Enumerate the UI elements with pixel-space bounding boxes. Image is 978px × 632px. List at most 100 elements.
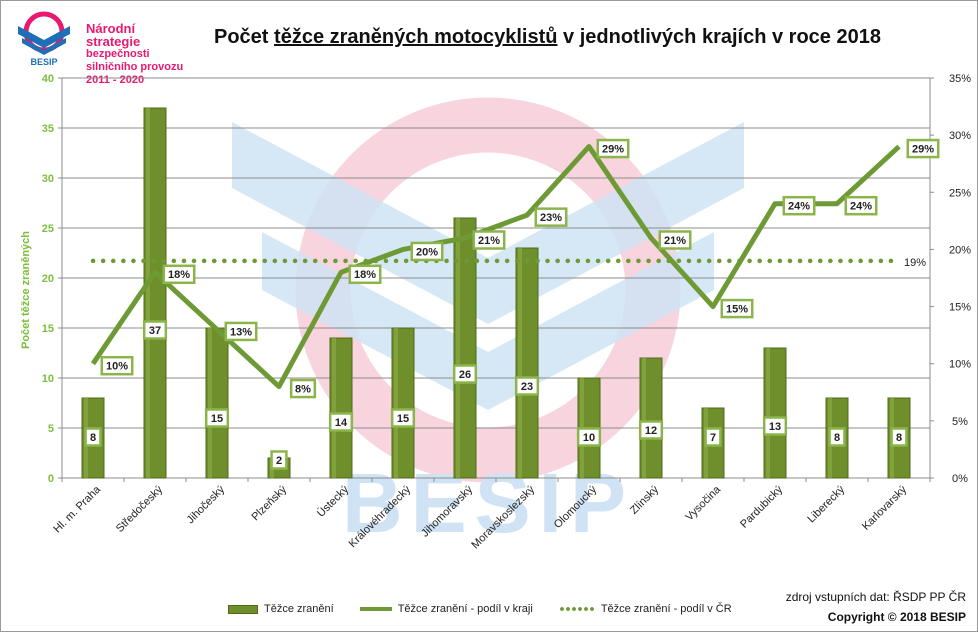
share-value-label-box <box>472 230 506 250</box>
bar-value-label-box <box>638 420 664 440</box>
y2-tick-label: 20% <box>949 244 971 256</box>
share-value-label-box <box>844 195 878 216</box>
legend: Těžce zranění Těžce zranění - podíl v kr… <box>228 603 732 615</box>
bar-highlight <box>456 218 460 478</box>
share-value-label-box <box>162 264 196 285</box>
bar-value-label: 12 <box>645 425 657 437</box>
bar-value-label-box <box>828 427 846 447</box>
bar-highlight <box>208 328 212 478</box>
legend-line-swatch <box>359 607 392 611</box>
logo-line3: silničního provozu <box>86 61 184 73</box>
y-tick-label: 25 <box>42 223 54 235</box>
copyright: Copyright © 2018 BESIP <box>827 610 966 624</box>
share-value-label: 13% <box>230 326 252 338</box>
bar-value-label-box <box>704 427 722 447</box>
share-value-label-box <box>100 355 134 376</box>
title-before: Počet <box>214 26 275 48</box>
x-tick-label: Liberecký <box>805 483 847 525</box>
logo-line4: 2011 - 2020 <box>86 74 145 86</box>
share-value-label: 15% <box>726 304 748 316</box>
x-tick-label: Hl. m. Praha <box>51 483 103 535</box>
bar-value-label-box <box>452 364 478 384</box>
logo-text: Národní strategie bezpečnosti silničního… <box>86 22 184 87</box>
watermark: BESIP <box>232 97 744 550</box>
bar-value-label-box <box>204 408 230 428</box>
y2-tick-label: 15% <box>949 302 971 314</box>
share-value-label: 24% <box>788 201 810 213</box>
data-labels: 8 37 15 2 14 15 26 23 10 12 7 13 8 8 10% 18% 13% 8% 18% 20%… <box>84 138 940 470</box>
share-value-label: 21% <box>664 235 686 247</box>
besip-logo: BESIP Národní strategie bezpečnosti siln… <box>14 10 184 86</box>
bar-value-label: 8 <box>834 432 840 444</box>
share-value-label-box <box>224 321 258 342</box>
legend-bar-swatch <box>228 604 258 614</box>
chart-title: Počet těžce zraněných motocyklistů v jed… <box>214 26 881 49</box>
y2-tick-label: 5% <box>952 416 968 428</box>
bar-value-label-box <box>84 427 102 447</box>
share-value-label-box <box>410 241 444 262</box>
bar-value-label: 15 <box>397 413 409 425</box>
besip-logo-icon: BESIP <box>18 11 70 67</box>
bar-highlight <box>394 328 398 478</box>
x-tick-label: Vysočina <box>683 483 723 523</box>
bar-highlight <box>642 358 646 478</box>
share-value-label-box <box>906 138 940 159</box>
bar-highlight <box>146 108 150 478</box>
bar-value-label: 14 <box>335 417 348 429</box>
y2-tick-label: 35% <box>949 73 971 85</box>
y-tick-label: 20 <box>42 273 54 285</box>
bar-value-label-box <box>514 376 540 396</box>
bar-value-label-box <box>390 408 416 428</box>
x-tick-label: Karlovarský <box>860 483 909 532</box>
bar-value-label: 26 <box>459 369 471 381</box>
bar-value-label-box <box>142 320 168 340</box>
logo-line2: bezpečnosti <box>86 48 150 60</box>
legend-dots-label: Těžce zranění - podíl v ČR <box>600 603 732 615</box>
y-tick-label: 30 <box>42 173 54 185</box>
share-value-label-box <box>596 138 630 159</box>
share-value-label-box <box>720 298 754 319</box>
y-tick-label: 5 <box>48 423 54 435</box>
y-tick-label: 40 <box>42 73 54 85</box>
legend-dots-swatch <box>558 607 595 611</box>
legend-item-line: Těžce zranění - podíl v kraji <box>359 603 533 615</box>
x-tick-label: Pardubický <box>738 483 785 530</box>
y-tick-label: 35 <box>42 123 54 135</box>
legend-item-bars: Těžce zranění <box>228 603 334 615</box>
bar-value-label: 8 <box>896 432 902 444</box>
y2-tick-label: 10% <box>949 359 971 371</box>
bar-highlight <box>518 248 522 478</box>
bar-value-label-box <box>328 412 354 432</box>
share-value-label: 10% <box>106 361 128 373</box>
bar-value-label: 10 <box>583 432 595 444</box>
bar-value-label: 15 <box>211 413 223 425</box>
bar-value-label-box <box>890 427 908 447</box>
y2-tick-label: 0% <box>952 473 968 485</box>
bar-value-label-box <box>576 427 602 447</box>
bar-value-label-box <box>762 416 788 436</box>
share-value-label: 18% <box>354 269 376 281</box>
title-after: v jednotlivých krajích v roce 2018 <box>557 26 881 48</box>
bar-value-label: 37 <box>149 325 161 337</box>
share-value-label-box <box>289 378 317 399</box>
logo-line1: Národní strategie <box>86 21 141 49</box>
share-value-label-box <box>658 230 692 250</box>
y2-tick-label: 25% <box>949 187 971 199</box>
bar-value-label: 13 <box>769 421 781 433</box>
x-tick-label: Plzeňský <box>250 483 290 523</box>
legend-bars-label: Těžce zranění <box>264 603 334 615</box>
logo-brand: BESIP <box>30 57 57 66</box>
title-underlined: těžce zraněných motocyklistů <box>274 26 558 48</box>
y-tick-label: 10 <box>42 373 54 385</box>
watermark-chevron-bottom <box>262 232 714 410</box>
share-value-label: 29% <box>912 144 934 156</box>
share-value-label: 21% <box>478 235 500 247</box>
share-value-label: 8% <box>295 384 311 396</box>
bar-highlight <box>332 338 336 478</box>
share-value-label: 24% <box>850 201 872 213</box>
share-value-label-box <box>348 264 382 285</box>
y2-tick-label: 30% <box>949 130 971 142</box>
national-share-label: 19% <box>904 257 926 269</box>
x-tick-label: Jihočeský <box>184 483 227 526</box>
